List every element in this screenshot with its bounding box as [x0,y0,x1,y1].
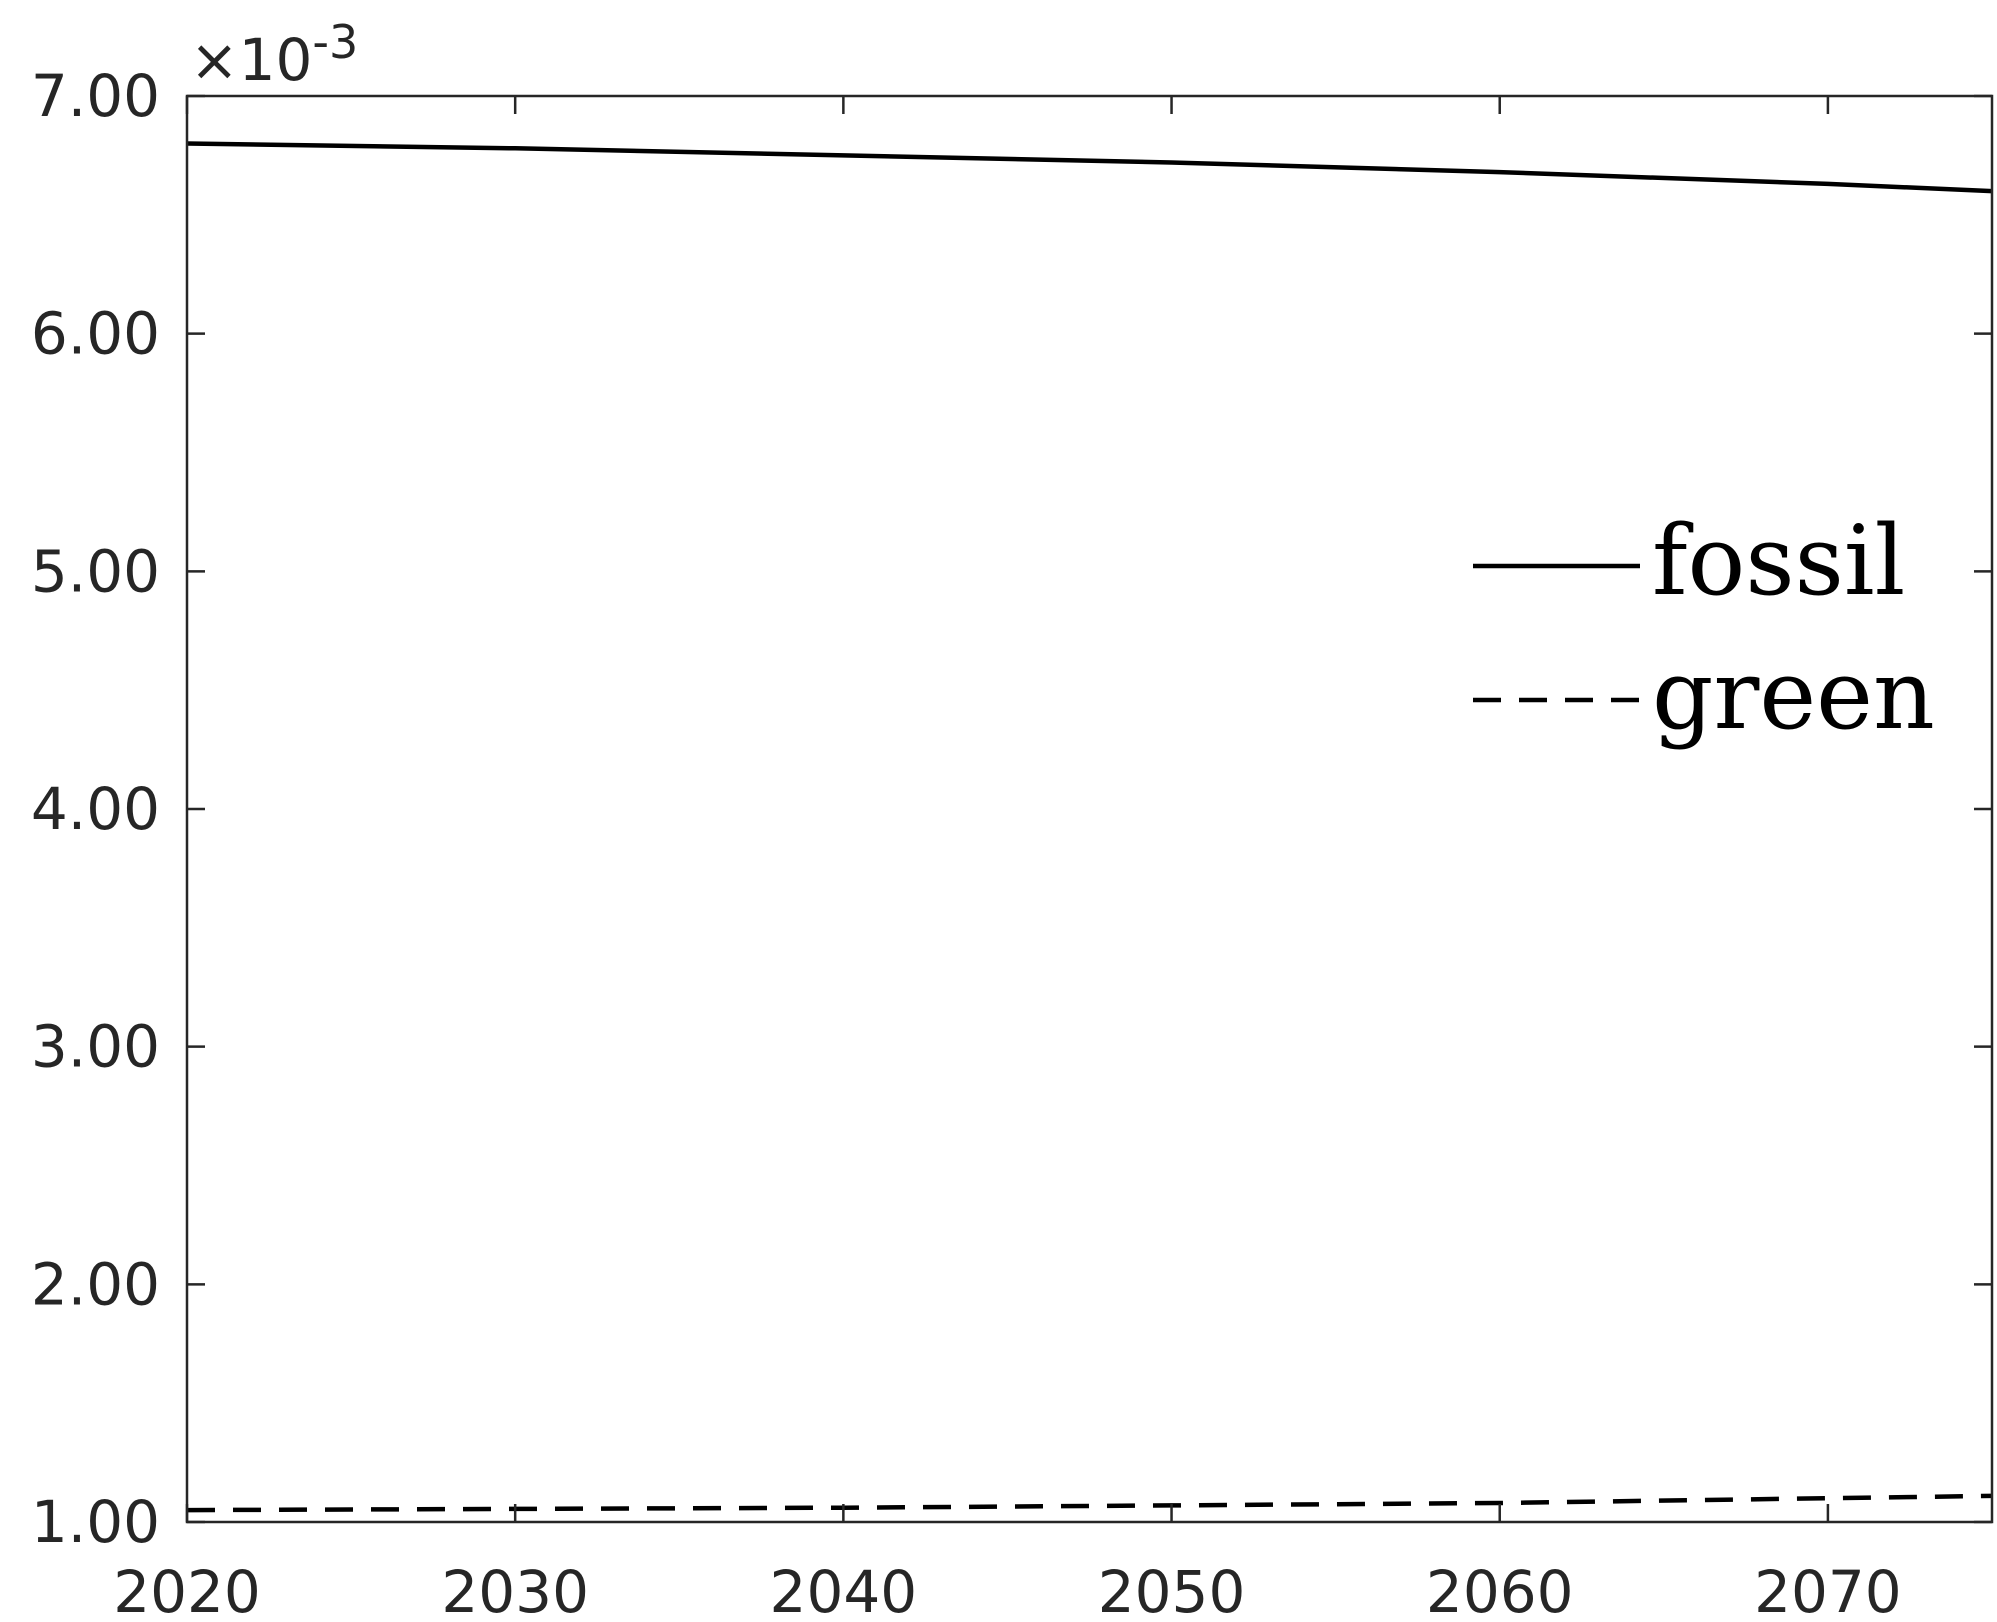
y-tick-label: 4.00 [31,775,160,843]
x-tick-label: 2070 [1754,1558,1902,1622]
y-tick-label: 1.00 [31,1488,160,1556]
multiplier-exponent: -3 [312,15,358,69]
x-tick-label: 2030 [441,1558,589,1622]
x-tick-label: 2040 [770,1558,918,1622]
y-tick-label: 7.00 [31,62,160,130]
legend-label-green: green [1652,639,1935,751]
x-tick-labels: 2020 2030 2040 2050 2060 2070 [113,1558,1902,1622]
x-tick-label: 2050 [1098,1558,1246,1622]
y-axis-multiplier: ×10-3 [190,15,358,94]
y-tick-label: 5.00 [31,537,160,605]
y-tick-label: 2.00 [31,1250,160,1318]
x-tick-label: 2060 [1426,1558,1574,1622]
series-line-fossil [186,141,1993,194]
y-tick-label: 6.00 [31,300,160,368]
ticks-layer [185,94,1992,1524]
x-tick-label: 2020 [113,1558,261,1622]
legend-label-fossil: fossil [1652,505,1905,617]
legend: fossil green [1473,505,1935,751]
y-tick-labels: 1.00 2.00 3.00 4.00 5.00 6.00 7.00 [31,62,160,1556]
multiplier-base: ×10 [190,26,312,94]
y-tick-label: 3.00 [31,1013,160,1081]
